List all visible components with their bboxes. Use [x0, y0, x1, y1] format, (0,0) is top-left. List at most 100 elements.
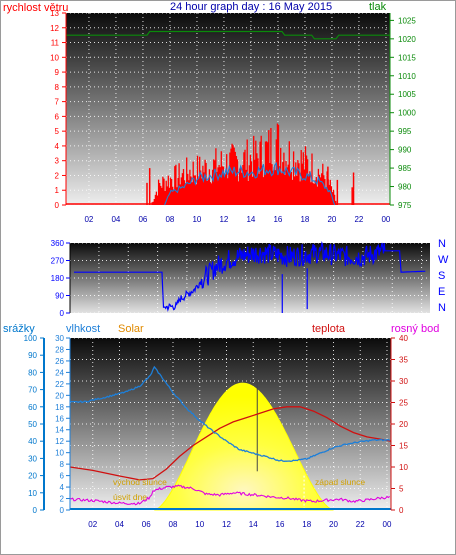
pressure-tick-label: 1015: [398, 53, 416, 62]
pressure-tick-label: 975: [398, 201, 412, 210]
x-axis-tick-label: 02: [88, 520, 97, 529]
x-axis-tick-label: 06: [142, 520, 151, 529]
x-axis-tick-label: 18: [300, 215, 309, 224]
humidity-tick-label: 14: [55, 426, 64, 435]
x-axis-tick-label: 00: [383, 520, 392, 529]
rain-tick-label: 60: [28, 403, 37, 412]
x-axis-tick-label: 16: [276, 520, 285, 529]
direction-tick-label: 180: [51, 274, 65, 283]
x-axis-tick-label: 20: [327, 215, 336, 224]
compass-label: N: [438, 238, 446, 250]
x-axis-tick-label: 14: [246, 215, 255, 224]
rain-tick-label: 30: [28, 454, 37, 463]
solar-series: [153, 381, 334, 511]
chart-title: 24 hour graph day : 16 May 2015: [170, 1, 332, 13]
dawn-annotation: úsvit dne: [113, 492, 147, 502]
temperature-line: [69, 406, 392, 481]
wind-speed-tick-label: 5: [55, 127, 60, 136]
x-axis-tick-label: 18: [302, 520, 311, 529]
pressure-tick-label: 985: [398, 164, 412, 173]
dew-point-line: [69, 484, 391, 506]
temperature-tick-label: 20: [399, 420, 408, 429]
wind-speed-tick-label: 6: [55, 112, 60, 121]
wind-speed-tick-label: 1: [55, 186, 60, 195]
wind-average-series: [164, 161, 336, 206]
rain-tick-label: 0: [33, 506, 38, 515]
x-axis-tick-label: 04: [115, 520, 124, 529]
rain-tick-label: 70: [28, 386, 37, 395]
humidity-tick-label: 18: [55, 403, 64, 412]
solar-radiation-area: [154, 382, 334, 511]
climate-series: [69, 365, 392, 510]
x-axis-tick-label: 22: [356, 520, 365, 529]
x-axis-tick-label: 16: [273, 215, 282, 224]
direction-tick-label: 0: [60, 309, 65, 318]
temperature-tick-label: 10: [399, 463, 408, 472]
x-axis-tick-label: 02: [84, 215, 93, 224]
pressure-tick-label: 1005: [398, 90, 416, 99]
wind-speed-tick-label: 7: [55, 98, 60, 107]
rain-tick-label: 90: [28, 351, 37, 360]
humidity-tick-label: 24: [55, 368, 64, 377]
rain-tick-label: 80: [28, 368, 37, 377]
wind-speed-tick-label: 11: [51, 39, 60, 48]
wind-speed-tick-label: 13: [50, 9, 59, 18]
wind-speed-tick-label: 8: [55, 83, 60, 92]
pressure-series: [66, 30, 390, 40]
wind-speed-tick-label: 4: [55, 142, 60, 151]
x-axis-tick-label: 08: [169, 520, 178, 529]
compass-label: S: [438, 270, 445, 282]
pressure-tick-label: 980: [398, 183, 412, 192]
pressure-tick-label: 1020: [398, 35, 416, 44]
humidity-tick-label: 20: [55, 391, 64, 400]
humidity-tick-label: 10: [55, 449, 64, 458]
temperature-tick-label: 35: [399, 356, 408, 365]
solar-axis-title: Solar: [118, 323, 144, 335]
wind-speed-tick-label: 10: [50, 53, 59, 62]
compass-label: N: [438, 302, 446, 314]
pressure-tick-label: 995: [398, 127, 412, 136]
humidity-tick-label: 16: [55, 414, 64, 423]
humidity-tick-label: 8: [60, 460, 65, 469]
climate-chart: 0102030405060708090100024681012141618202…: [3, 323, 439, 529]
temperature-tick-label: 0: [399, 506, 404, 515]
wind-speed-tick-label: 9: [55, 68, 60, 77]
wind-speed-tick-label: 2: [55, 171, 60, 180]
humidity-line: [69, 365, 391, 462]
x-axis-tick-label: 00: [381, 215, 390, 224]
temperature-tick-label: 5: [399, 485, 404, 494]
pressure-tick-label: 1010: [398, 72, 416, 81]
humidity-tick-label: 22: [55, 380, 64, 389]
x-axis-tick-label: 10: [192, 215, 201, 224]
x-axis-tick-label: 20: [329, 520, 338, 529]
rain-tick-label: 50: [28, 420, 37, 429]
rain-tick-label: 10: [28, 489, 37, 498]
x-axis-tick-label: 04: [111, 215, 120, 224]
wind-chart-background: [66, 13, 390, 205]
rain-axis-title: srážky: [3, 323, 35, 335]
direction-tick-label: 360: [51, 239, 65, 248]
wind-gust-bars: [151, 123, 338, 205]
direction-chart-grid: [70, 242, 430, 314]
wind-speed-tick-label: 3: [55, 157, 60, 166]
pressure-line: [66, 30, 390, 40]
x-axis-tick-label: 22: [354, 215, 363, 224]
pressure-axis-title: tlak: [369, 1, 387, 13]
humidity-tick-label: 2: [60, 495, 65, 504]
temperature-tick-label: 40: [399, 334, 408, 343]
wind-pressure-chart: 0123456789101112139759809859909951000100…: [3, 1, 416, 224]
x-axis-tick-label: 10: [195, 520, 204, 529]
humidity-tick-label: 6: [60, 472, 65, 481]
x-axis-tick-label: 08: [165, 215, 174, 224]
pressure-tick-label: 1000: [398, 109, 416, 118]
pressure-tick-label: 1025: [398, 16, 416, 25]
compass-label: E: [438, 286, 445, 298]
temperature-tick-label: 15: [399, 442, 408, 451]
humidity-tick-label: 26: [55, 357, 64, 366]
humidity-tick-label: 0: [60, 506, 65, 515]
dew-point-axis-title: rosný bod: [391, 323, 439, 335]
wind-average-line: [164, 161, 336, 206]
